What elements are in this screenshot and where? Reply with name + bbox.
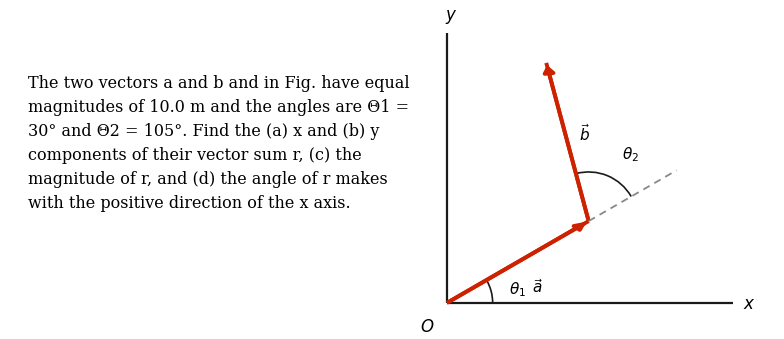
Text: $\theta_2$: $\theta_2$ — [622, 145, 638, 164]
Text: $\theta_1$: $\theta_1$ — [509, 280, 526, 299]
Text: $\vec{b}$: $\vec{b}$ — [579, 123, 590, 144]
Text: $y$: $y$ — [445, 8, 458, 26]
Text: $x$: $x$ — [743, 296, 756, 313]
Text: $O$: $O$ — [420, 319, 434, 336]
Text: The two vectors a and b and in Fig. have equal
magnitudes of 10.0 m and the angl: The two vectors a and b and in Fig. have… — [28, 75, 410, 212]
Text: $\vec{a}$: $\vec{a}$ — [532, 278, 543, 296]
